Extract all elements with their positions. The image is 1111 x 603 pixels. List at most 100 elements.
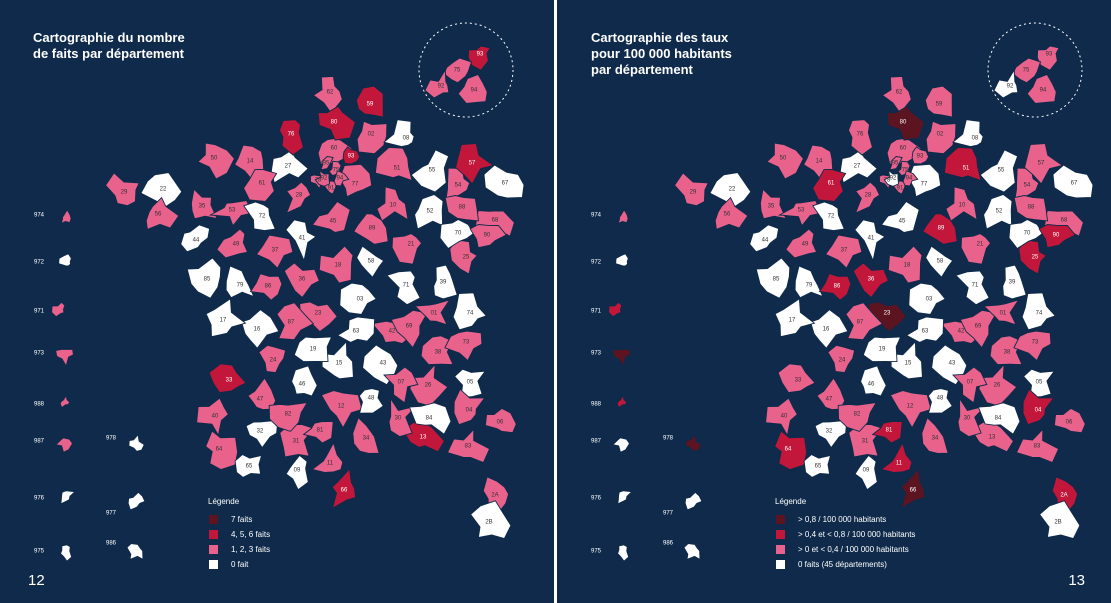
department-label-92: 92 xyxy=(890,176,897,182)
department-label-25: 25 xyxy=(463,255,470,261)
department-label-47: 47 xyxy=(826,397,833,403)
department-70 xyxy=(439,218,475,250)
department-label-28: 28 xyxy=(865,193,872,199)
department-label-15: 15 xyxy=(905,361,912,367)
department-25 xyxy=(1018,239,1047,275)
department-94 xyxy=(333,170,350,187)
department-label-57: 57 xyxy=(1038,161,1045,167)
department-label-80: 80 xyxy=(900,120,907,126)
department-94 xyxy=(902,170,919,187)
department-47 xyxy=(816,377,846,411)
department-40 xyxy=(765,397,798,437)
right-page: Cartographie des taux pour 100 000 habit… xyxy=(557,0,1111,603)
department-46 xyxy=(860,365,887,397)
department-18 xyxy=(887,245,923,284)
department-66 xyxy=(900,467,926,510)
department-label-74: 74 xyxy=(467,311,474,317)
department-41 xyxy=(285,219,317,262)
department-29 xyxy=(105,172,140,207)
department-37 xyxy=(255,234,294,269)
department-label-62: 62 xyxy=(327,90,334,96)
department-label-07: 07 xyxy=(967,380,974,386)
overseas-987 xyxy=(612,437,630,453)
department-59 xyxy=(924,85,953,118)
department-label-86: 86 xyxy=(834,284,841,290)
map-title: Cartographie des taux pour 100 000 habit… xyxy=(591,30,732,77)
department-06 xyxy=(1053,407,1086,434)
legend-item: 0 faits (45 départements) xyxy=(775,557,915,572)
department-label-70: 70 xyxy=(1024,231,1031,237)
legend-item: 0 fait xyxy=(208,557,270,572)
department-label-11: 11 xyxy=(327,461,334,467)
department-label-65: 65 xyxy=(815,464,822,470)
department-label-19: 19 xyxy=(310,347,317,353)
overseas-986 xyxy=(683,543,701,561)
department-label-19: 19 xyxy=(879,347,886,353)
department-label-51: 51 xyxy=(963,166,970,172)
department-72 xyxy=(812,201,845,232)
department-label-35: 35 xyxy=(768,204,775,210)
department-56 xyxy=(145,196,180,231)
department-label-79: 79 xyxy=(806,283,813,289)
department-21 xyxy=(391,233,423,265)
department-label-95: 95 xyxy=(323,161,330,167)
department-61 xyxy=(812,169,847,202)
department-label-75: 75 xyxy=(333,168,340,174)
overseas-label-986: 986 xyxy=(106,541,117,547)
department-92 xyxy=(314,169,331,187)
overseas-973 xyxy=(612,348,631,367)
department-label-58: 58 xyxy=(937,259,944,265)
department-59 xyxy=(355,85,384,118)
department-71 xyxy=(386,270,421,306)
department-label-25: 25 xyxy=(1032,255,1039,261)
department-19 xyxy=(862,336,902,363)
department-label-91: 91 xyxy=(897,186,904,192)
department-label-2A: 2A xyxy=(1060,493,1067,499)
department-label-43: 43 xyxy=(949,361,956,367)
department-label-02: 02 xyxy=(368,132,375,138)
department-label-32: 32 xyxy=(826,429,833,435)
department-37 xyxy=(824,234,863,269)
department-38 xyxy=(420,335,454,366)
department-label-21: 21 xyxy=(977,242,984,248)
department-label-09: 09 xyxy=(294,468,301,474)
department-label-78: 78 xyxy=(315,178,322,184)
department-81 xyxy=(302,420,334,444)
department-39 xyxy=(433,264,458,300)
department-label-83: 83 xyxy=(465,444,472,450)
department-label-89: 89 xyxy=(938,226,945,232)
department-83 xyxy=(446,428,491,464)
department-label-38: 38 xyxy=(1004,350,1011,356)
legend-item: 4, 5, 6 faits xyxy=(208,527,270,542)
department-label-10: 10 xyxy=(390,203,397,209)
department-45 xyxy=(311,200,351,233)
legend-title: Légende xyxy=(208,497,240,506)
department-32 xyxy=(245,419,279,449)
department-label-05: 05 xyxy=(467,380,474,386)
department-49 xyxy=(216,228,249,259)
department-51 xyxy=(943,146,982,182)
department-81 xyxy=(871,420,903,444)
department-58 xyxy=(356,245,385,278)
overseas-label-987: 987 xyxy=(591,439,602,445)
department-10 xyxy=(376,186,409,222)
department-label-37: 37 xyxy=(272,248,279,254)
legend-swatch xyxy=(775,559,786,570)
department-92 xyxy=(883,169,900,187)
overseas-987 xyxy=(55,437,73,453)
department-label-48: 48 xyxy=(368,396,375,402)
department-label-92: 92 xyxy=(321,176,328,182)
overseas-974 xyxy=(60,209,72,225)
department-77 xyxy=(339,163,373,198)
department-01 xyxy=(982,299,1020,326)
department-label-65: 65 xyxy=(246,464,253,470)
department-95 xyxy=(889,156,903,171)
legend-label: 1, 2, 3 faits xyxy=(231,545,271,554)
overseas-976 xyxy=(617,490,633,505)
department-label-30: 30 xyxy=(395,416,402,422)
department-label-54: 54 xyxy=(1024,183,1031,189)
inset-department-94 xyxy=(1026,73,1057,105)
department-label-67: 67 xyxy=(1071,181,1078,187)
overseas-978 xyxy=(685,433,702,452)
department-48 xyxy=(927,388,953,414)
